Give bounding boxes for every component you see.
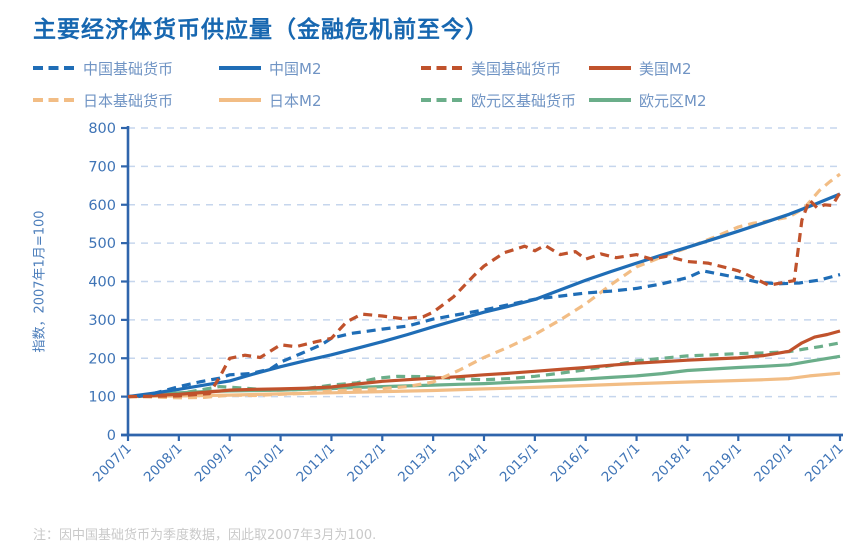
- legend-line-swatch: [219, 66, 261, 70]
- legend-item-0: 中国基础货币: [32, 57, 218, 79]
- x-tick-label-2007/1: 2007/1: [90, 441, 135, 486]
- legend-line-swatch: [589, 98, 631, 102]
- legend-item-6: 欧元区基础货币: [420, 89, 588, 111]
- legend-item-2: 美国基础货币: [420, 57, 588, 79]
- y-tick-label-400: 400: [88, 275, 116, 291]
- y-tick-label-0: 0: [107, 428, 116, 444]
- x-tick-label-2011/1: 2011/1: [293, 441, 338, 486]
- y-axis-title: 指数，2007年1月=100: [32, 210, 48, 353]
- x-tick-label-2016/1: 2016/1: [548, 441, 593, 486]
- legend-label: 中国M2: [269, 59, 322, 78]
- y-tick-label-200: 200: [88, 351, 116, 367]
- legend-label: 欧元区基础货币: [471, 91, 577, 110]
- x-tick-label-2008/1: 2008/1: [141, 441, 186, 486]
- series-line-japan-base: [127, 172, 841, 400]
- legend-line-swatch: [33, 98, 75, 102]
- y-tick-label-100: 100: [88, 390, 116, 406]
- y-tick-label-700: 700: [88, 159, 116, 175]
- legend-line-swatch: [589, 66, 631, 70]
- y-tick-label-500: 500: [88, 236, 116, 252]
- x-tick-label-2018/1: 2018/1: [649, 441, 694, 486]
- x-tick-label-2019/1: 2019/1: [700, 441, 745, 486]
- footnote: 注：因中国基础货币为季度数据，因此取2007年3月为100.: [33, 528, 377, 543]
- x-tick-label-2015/1: 2015/1: [497, 441, 542, 486]
- legend-label: 中国基础货币: [83, 59, 174, 78]
- legend-line-swatch: [421, 66, 463, 70]
- y-tick-label-300: 300: [88, 313, 116, 329]
- legend-line-swatch: [219, 98, 261, 102]
- x-tick-label-2009/1: 2009/1: [192, 441, 237, 486]
- legend-label: 日本M2: [269, 91, 322, 110]
- x-tick-label-2012/1: 2012/1: [344, 441, 389, 486]
- legend-item-4: 日本基础货币: [32, 89, 218, 111]
- legend-line-swatch: [421, 98, 463, 102]
- legend-label: 美国M2: [639, 59, 692, 78]
- x-tick-label-2013/1: 2013/1: [395, 441, 440, 486]
- x-tick-label-2014/1: 2014/1: [446, 441, 491, 486]
- legend-item-5: 日本M2: [218, 89, 420, 111]
- series-line-usa-base: [127, 191, 842, 399]
- legend-item-1: 中国M2: [218, 57, 420, 79]
- legend-label: 欧元区M2: [639, 91, 707, 110]
- legend-line-swatch: [33, 66, 75, 70]
- x-tick-label-2020/1: 2020/1: [751, 441, 796, 486]
- x-tick-label-2010/1: 2010/1: [242, 441, 287, 486]
- chart-title: 主要经济体货币供应量（金融危机前至今）: [33, 17, 489, 43]
- legend-label: 美国基础货币: [471, 59, 562, 78]
- y-tick-label-800: 800: [88, 121, 116, 137]
- legend-item-7: 欧元区M2: [588, 89, 852, 111]
- x-tick-label-2021/1: 2021/1: [802, 441, 847, 486]
- x-tick-label-2017/1: 2017/1: [598, 441, 643, 486]
- legend-item-3: 美国M2: [588, 57, 852, 79]
- y-tick-label-600: 600: [88, 198, 116, 214]
- legend-label: 日本基础货币: [83, 91, 174, 110]
- chart-legend: 中国基础货币 中国M2 美国基础货币 美国M2 日本基础货币 日本M2 欧元区基础货币 欧元区…: [32, 57, 852, 111]
- series-line-china-m2: [127, 192, 841, 399]
- series-line-usa-m2: [127, 329, 841, 399]
- series-line-china-base: [137, 269, 841, 399]
